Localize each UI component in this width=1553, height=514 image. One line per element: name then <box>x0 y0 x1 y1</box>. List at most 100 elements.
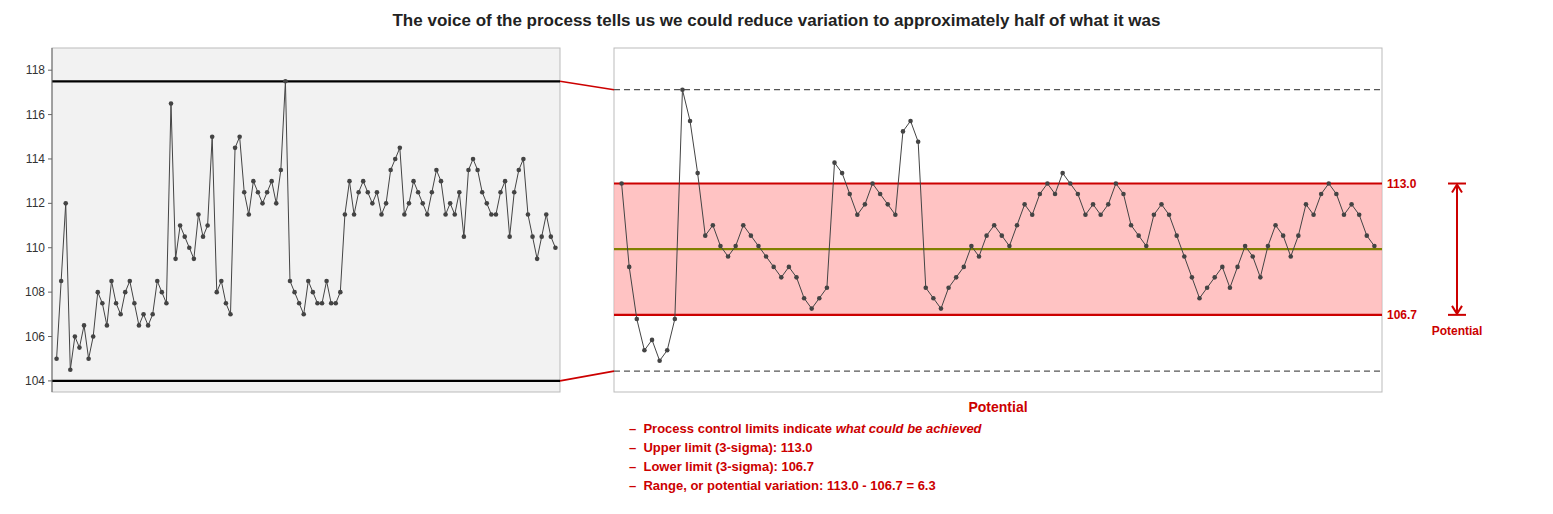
note-part: – Lower limit (3-sigma): 106.7 <box>629 459 814 474</box>
point <box>1083 212 1088 217</box>
point <box>1000 233 1005 238</box>
point <box>961 265 966 270</box>
data-area <box>614 87 1382 371</box>
point <box>146 323 151 328</box>
point <box>1159 202 1164 207</box>
arrow-head <box>1452 306 1462 314</box>
point <box>1243 244 1248 249</box>
point <box>150 312 155 317</box>
point <box>1372 244 1377 249</box>
connector-line <box>560 371 614 381</box>
plot-frame <box>52 48 560 392</box>
point <box>68 368 73 373</box>
point <box>480 190 485 195</box>
point <box>489 212 494 217</box>
point <box>1212 275 1217 280</box>
point <box>77 345 82 350</box>
title: The voice of the process tells us we cou… <box>392 11 1160 30</box>
point <box>407 201 412 206</box>
point <box>939 306 944 311</box>
point <box>59 279 64 284</box>
point <box>1174 233 1179 238</box>
note: – Lower limit (3-sigma): 106.7 <box>629 459 814 474</box>
point <box>169 101 174 106</box>
point <box>507 234 512 239</box>
point <box>219 279 224 284</box>
connector-line <box>560 81 614 89</box>
point <box>448 201 453 206</box>
point <box>1190 275 1195 280</box>
series-line <box>57 81 556 370</box>
point <box>680 87 685 92</box>
point <box>210 134 215 139</box>
y-tick-label: 106 <box>25 330 45 344</box>
point <box>288 279 293 284</box>
note-part: – Range, or potential variation: 113.0 -… <box>629 478 936 493</box>
point <box>733 244 738 249</box>
y-tick-label: 104 <box>25 374 45 388</box>
point <box>946 285 951 290</box>
point <box>817 296 822 301</box>
note-part: – Upper limit (3-sigma): 113.0 <box>629 440 813 455</box>
point <box>726 254 731 259</box>
point <box>233 146 238 151</box>
limit-label: 106.7 <box>1387 308 1417 322</box>
plot-frame <box>614 48 1382 392</box>
point <box>297 301 302 306</box>
point <box>885 202 890 207</box>
point <box>430 190 435 195</box>
reference-line <box>614 314 1382 316</box>
point <box>86 356 91 361</box>
point <box>1334 192 1339 197</box>
point <box>1357 212 1362 217</box>
point <box>443 212 448 217</box>
point <box>301 312 306 317</box>
point <box>279 168 284 173</box>
point <box>265 190 270 195</box>
point <box>908 119 913 124</box>
point <box>164 301 169 306</box>
point <box>311 290 316 295</box>
point <box>439 179 444 184</box>
point <box>1098 212 1103 217</box>
point <box>114 301 119 306</box>
point <box>1349 202 1354 207</box>
plot <box>614 48 1382 392</box>
point <box>425 212 430 217</box>
arrow-label: Potential <box>1432 324 1483 338</box>
point <box>91 334 96 339</box>
point <box>388 168 393 173</box>
point <box>338 290 343 295</box>
point <box>711 223 716 228</box>
point <box>1197 296 1202 301</box>
point <box>673 317 678 322</box>
point <box>1152 212 1157 217</box>
point <box>398 146 403 151</box>
point <box>923 285 928 290</box>
reference-line <box>614 182 1382 184</box>
point <box>196 212 201 217</box>
point <box>1091 202 1096 207</box>
point <box>553 245 558 250</box>
arrow-shaft <box>1456 186 1458 313</box>
point <box>718 244 723 249</box>
point <box>1235 265 1240 270</box>
point <box>283 79 288 84</box>
reference-line <box>52 80 560 82</box>
point <box>411 179 416 184</box>
point <box>665 348 670 353</box>
point <box>1068 181 1073 186</box>
arrow-head <box>1452 185 1462 193</box>
point <box>178 223 183 228</box>
y-tick-label: 116 <box>26 108 45 122</box>
point <box>703 233 708 238</box>
point <box>771 265 776 270</box>
point <box>452 212 457 217</box>
point <box>187 245 192 250</box>
point <box>749 233 754 238</box>
point <box>1106 202 1111 207</box>
point <box>343 212 348 217</box>
point <box>466 168 471 173</box>
point <box>1053 192 1058 197</box>
point <box>315 301 320 306</box>
